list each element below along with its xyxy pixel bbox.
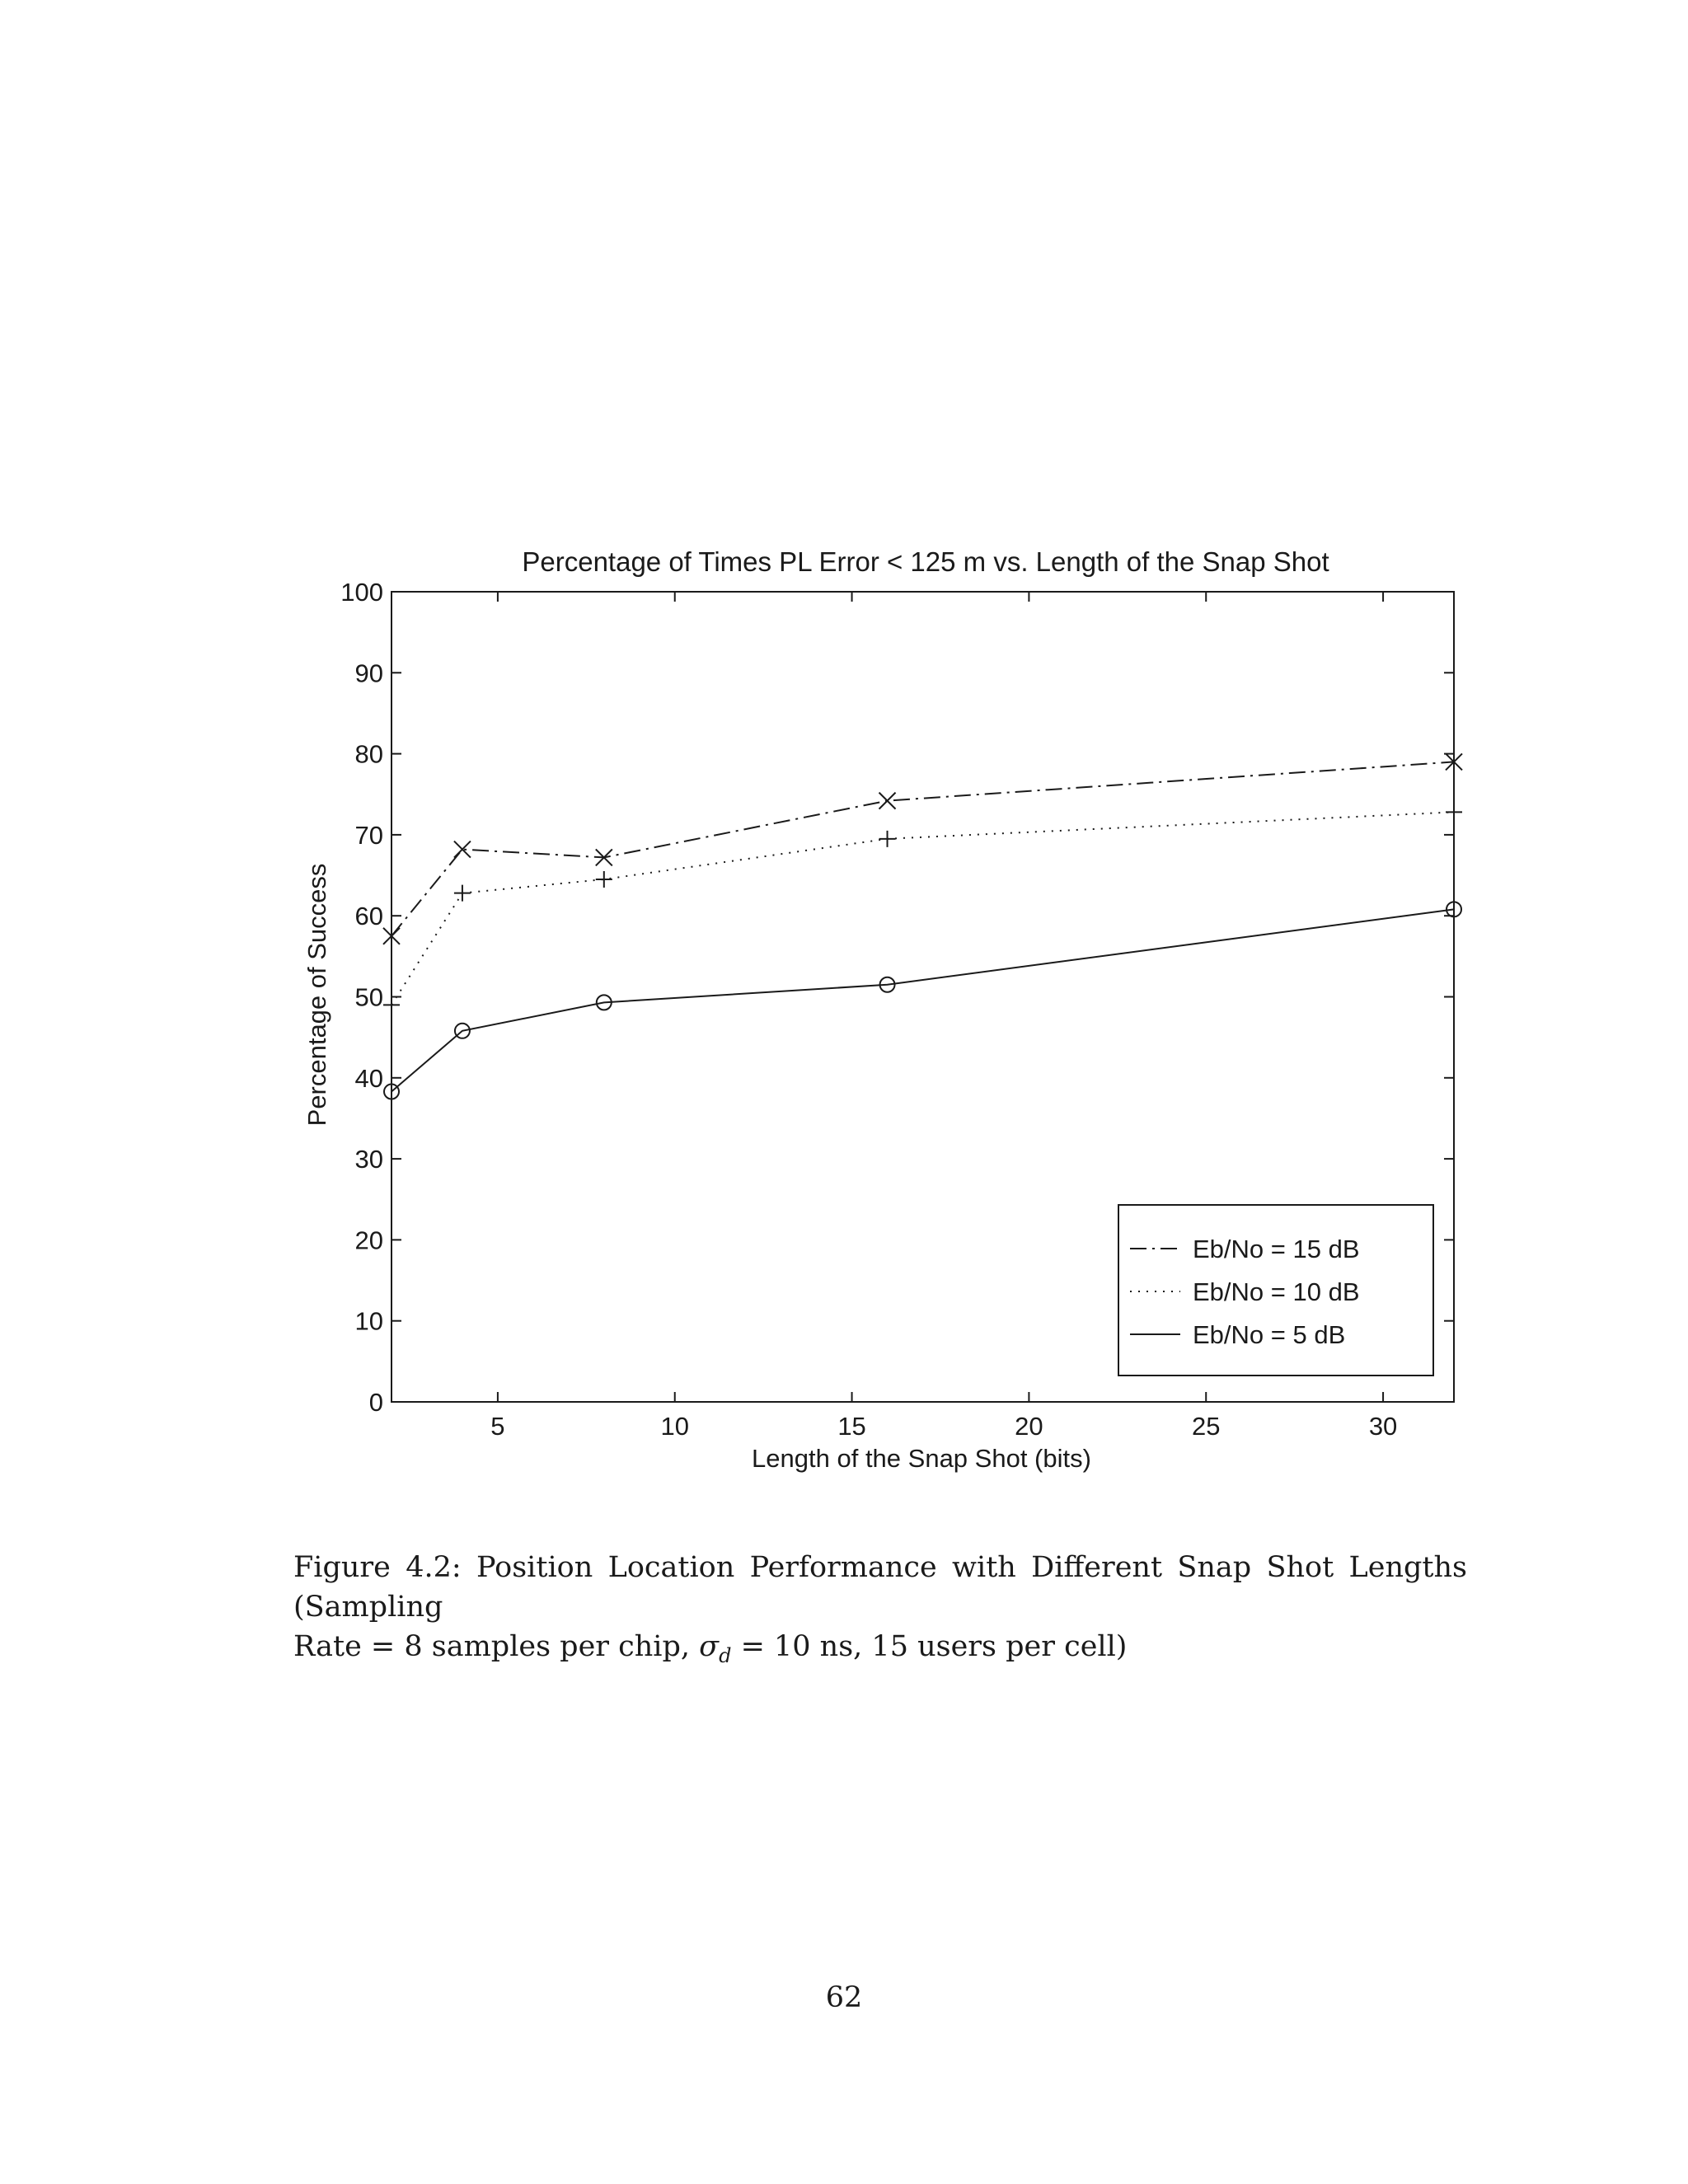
figure-caption: Figure 4.2: Position Location Performanc…: [293, 1548, 1467, 1675]
x-tick-label: 25: [1192, 1412, 1220, 1441]
chart: Percentage of Times PL Error < 125 m vs.…: [302, 546, 1463, 1473]
x-tick-label: 10: [660, 1412, 688, 1441]
circle-marker: [1446, 901, 1462, 918]
caption-line-2: Rate = 8 samples per chip, σd = 10 ns, 1…: [293, 1627, 1467, 1675]
y-tick-label: 90: [355, 658, 383, 687]
legend-label: Eb/No = 15 dB: [1193, 1235, 1360, 1263]
caption-sigma-symbol: σ: [699, 1630, 720, 1663]
x-axis-label: Length of the Snap Shot (bits): [752, 1444, 1091, 1473]
plus-marker: [879, 830, 896, 847]
series-layer: [382, 752, 1463, 1100]
caption-sigma-subscript: d: [719, 1644, 732, 1667]
x-marker: [453, 840, 471, 859]
legend-label: Eb/No = 5 dB: [1193, 1320, 1345, 1349]
series-1: [382, 752, 1463, 945]
page-number: 62: [825, 1981, 863, 2014]
x-tick-label: 15: [837, 1412, 865, 1441]
x-tick-label: 30: [1369, 1412, 1397, 1441]
y-tick-label: 0: [369, 1388, 383, 1417]
y-tick-label: 70: [355, 821, 383, 850]
plus-marker: [1446, 804, 1462, 821]
y-axis: 0 10 20 30 40 50 60 70 80 90 100: [340, 578, 1454, 1417]
caption-line-1: Figure 4.2: Position Location Performanc…: [293, 1551, 1467, 1624]
x-marker: [382, 927, 401, 945]
y-tick-label: 100: [340, 578, 383, 607]
series-line: [391, 908, 1455, 1093]
legend: Eb/No = 15 dB Eb/No = 10 dB Eb/No = 5 dB: [1118, 1204, 1434, 1376]
x-marker: [595, 848, 613, 867]
legend-box: [1118, 1204, 1434, 1376]
series-2: [383, 804, 1462, 1014]
circle-marker: [595, 994, 612, 1011]
caption-line-2-end: = 10 ns, 15 users per cell): [731, 1630, 1128, 1663]
x-marker: [878, 791, 897, 810]
circle-marker: [383, 1083, 400, 1100]
y-tick-label: 10: [355, 1307, 383, 1336]
y-tick-label: 40: [355, 1064, 383, 1093]
series-3: [383, 901, 1462, 1100]
circle-marker: [879, 976, 896, 993]
y-tick-label: 60: [355, 902, 383, 930]
y-tick-label: 50: [355, 983, 383, 1012]
plus-marker: [383, 996, 400, 1014]
x-tick-label: 5: [490, 1412, 504, 1441]
x-marker: [1445, 752, 1463, 771]
y-axis-label: Percentage of Success: [302, 864, 331, 1127]
x-tick-label: 20: [1015, 1412, 1043, 1441]
series-line: [391, 811, 1455, 1005]
plus-marker: [453, 884, 471, 902]
plus-marker: [595, 870, 612, 888]
series-line: [391, 761, 1455, 937]
circle-marker: [453, 1022, 471, 1039]
legend-label: Eb/No = 10 dB: [1193, 1277, 1360, 1306]
y-tick-label: 30: [355, 1145, 383, 1174]
y-tick-label: 80: [355, 740, 383, 769]
x-axis: 5 10 15 20 25 30: [490, 592, 1397, 1441]
caption-line-2-start: Rate = 8 samples per chip,: [293, 1630, 700, 1663]
chart-title: Percentage of Times PL Error < 125 m vs.…: [522, 546, 1329, 577]
y-tick-label: 20: [355, 1226, 383, 1254]
